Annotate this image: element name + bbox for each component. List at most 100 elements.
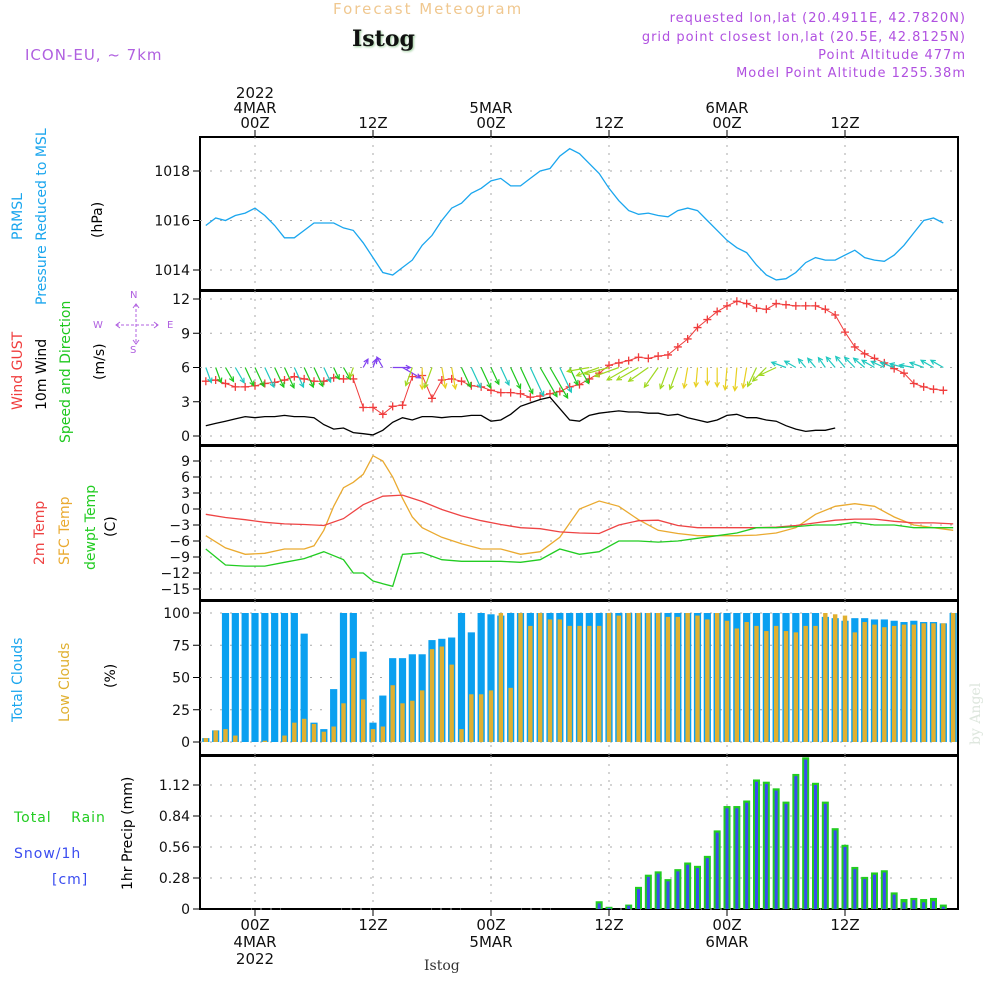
wind-arrow bbox=[807, 357, 816, 368]
wind-arrow bbox=[909, 362, 924, 369]
low-clouds-bar bbox=[370, 729, 376, 742]
low-clouds-bar bbox=[675, 616, 681, 742]
gust-marker bbox=[634, 353, 643, 362]
snow-label: Snow/1h bbox=[14, 846, 82, 862]
gust-marker bbox=[909, 379, 918, 388]
wind-arrow bbox=[899, 364, 914, 369]
wind-arrow-head bbox=[228, 376, 235, 383]
wind-arrow bbox=[853, 357, 866, 368]
snow-bar bbox=[833, 830, 837, 909]
wind-arrow-head bbox=[615, 375, 623, 381]
wind-arrow-head bbox=[770, 361, 777, 367]
gust-marker bbox=[811, 301, 820, 310]
gust-marker bbox=[929, 385, 938, 394]
low-clouds-bar bbox=[606, 613, 612, 742]
bottom-axis-label: 12Z bbox=[830, 916, 859, 934]
low-clouds-bar bbox=[596, 625, 602, 742]
top-axis-label: 00Z bbox=[712, 114, 741, 132]
wind-arrow-head bbox=[289, 382, 295, 389]
model-label: ICON-EU, ~ 7km bbox=[25, 46, 163, 64]
low-clouds-bar bbox=[321, 731, 327, 742]
wind-arrow-head bbox=[722, 384, 729, 392]
gust-marker bbox=[506, 388, 515, 397]
wind-arrow bbox=[742, 367, 748, 389]
gust-marker bbox=[752, 304, 761, 313]
top-axis-label: 2022 bbox=[236, 84, 274, 102]
low-clouds-bar bbox=[803, 625, 808, 742]
gust-marker bbox=[378, 410, 387, 419]
sfc-temp-line bbox=[205, 454, 954, 555]
total-clouds-bar bbox=[221, 613, 230, 742]
wind-arrow bbox=[567, 366, 590, 372]
wind-arrow bbox=[405, 367, 413, 386]
pressure-line bbox=[205, 147, 944, 281]
gust-marker bbox=[447, 374, 456, 383]
top-axis-label: 12Z bbox=[358, 114, 387, 132]
top-axis-label: 12Z bbox=[594, 114, 623, 132]
low-clouds-bar bbox=[419, 690, 425, 742]
low-clouds-bar bbox=[714, 613, 720, 742]
wind-arrow-head bbox=[879, 361, 886, 367]
total-clouds-bar bbox=[339, 613, 348, 742]
gust-marker bbox=[762, 305, 771, 314]
total-clouds-bar bbox=[359, 651, 367, 742]
wind-arrow-head bbox=[217, 377, 223, 384]
gust-marker bbox=[860, 349, 869, 358]
snow-bar bbox=[676, 871, 680, 909]
low-clouds-bar bbox=[685, 613, 690, 742]
wind-arrow-head bbox=[563, 392, 569, 400]
wind-arrow-head bbox=[919, 359, 927, 365]
dewpt-line bbox=[205, 521, 954, 588]
wind-arrow bbox=[930, 359, 944, 369]
wind-ytick-label: 3 bbox=[181, 395, 190, 411]
bottom-axis-label: 4MAR bbox=[233, 933, 276, 951]
wind-arrow bbox=[480, 367, 492, 389]
gust-line bbox=[205, 300, 944, 415]
low-clouds-bar bbox=[823, 613, 828, 742]
wind-arrow bbox=[303, 367, 314, 388]
total-clouds-bar bbox=[290, 613, 298, 742]
snow-unit: [cm] bbox=[52, 872, 89, 888]
wind-arrow-head bbox=[852, 357, 859, 364]
wind-arrow-head bbox=[348, 372, 354, 379]
low-clouds-bar bbox=[311, 723, 317, 742]
gust-marker bbox=[290, 372, 299, 381]
gust-marker bbox=[801, 301, 810, 310]
snow-bar bbox=[705, 858, 709, 909]
snow-bar bbox=[902, 902, 906, 909]
wind-arrow bbox=[274, 367, 285, 388]
snow-bar bbox=[745, 802, 749, 909]
wind-arrow bbox=[844, 356, 856, 368]
low-clouds-bar bbox=[400, 703, 405, 742]
gust-marker bbox=[496, 388, 505, 397]
low-clouds-bar bbox=[390, 685, 395, 742]
wind-arrow bbox=[234, 367, 245, 384]
low-clouds-bar bbox=[655, 613, 661, 742]
snow-bar bbox=[597, 903, 601, 909]
compass-s: S bbox=[130, 345, 137, 356]
gust-marker bbox=[201, 377, 210, 386]
wind-arrow bbox=[333, 367, 340, 380]
wind-arrow bbox=[205, 367, 212, 383]
snow-bar bbox=[843, 847, 847, 909]
low-clouds-bar bbox=[380, 726, 386, 742]
top-axis-label: 00Z bbox=[240, 114, 269, 132]
wind-arrow bbox=[342, 367, 351, 380]
snow-bar bbox=[637, 889, 640, 909]
gust-marker bbox=[457, 377, 466, 386]
wind-speed-line bbox=[205, 396, 836, 436]
low-clouds-bar bbox=[616, 615, 622, 742]
wind-arrow-head bbox=[668, 384, 674, 391]
low-clouds-bar bbox=[488, 690, 494, 742]
wind-arrow bbox=[798, 358, 807, 368]
temperature-frame bbox=[199, 445, 959, 601]
wind-arrow-head bbox=[516, 383, 522, 390]
top-axis-label: 5MAR bbox=[469, 99, 512, 117]
low-clouds-bar bbox=[301, 718, 307, 742]
low-clouds-bar bbox=[842, 615, 848, 742]
top-axis-label: 4MAR bbox=[233, 99, 276, 117]
low-clouds-bar bbox=[213, 730, 218, 742]
wind-arrow-head bbox=[741, 383, 747, 390]
low-clouds-bar bbox=[852, 632, 858, 742]
